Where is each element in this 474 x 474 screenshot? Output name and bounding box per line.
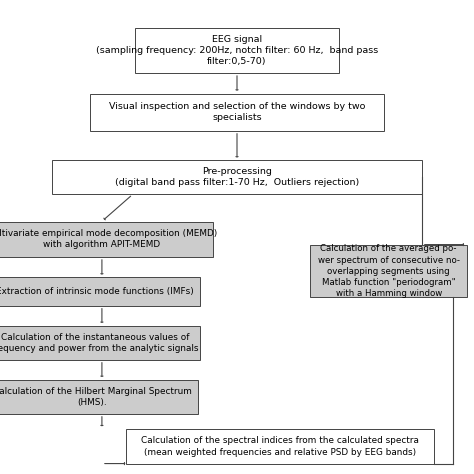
Text: Visual inspection and selection of the windows by two
specialists: Visual inspection and selection of the w… <box>109 102 365 122</box>
Text: Calculation of the instantaneous values of
frequency and power from the analytic: Calculation of the instantaneous values … <box>0 333 199 353</box>
FancyBboxPatch shape <box>135 28 339 73</box>
FancyBboxPatch shape <box>126 429 434 464</box>
Text: Calculation of the spectral indices from the calculated spectra
(mean weighted f: Calculation of the spectral indices from… <box>141 437 419 456</box>
FancyBboxPatch shape <box>0 326 200 360</box>
FancyBboxPatch shape <box>90 94 384 131</box>
FancyBboxPatch shape <box>52 160 422 194</box>
FancyBboxPatch shape <box>310 245 467 297</box>
Text: Multivariate empirical mode decomposition (MEMD)
with algorithm APIT-MEMD: Multivariate empirical mode decompositio… <box>0 229 218 249</box>
Text: Calculation of the Hilbert Marginal Spectrum
(HMS).: Calculation of the Hilbert Marginal Spec… <box>0 387 192 407</box>
Text: EEG signal
(sampling frequency: 200Hz, notch filter: 60 Hz,  band pass
filter:0,: EEG signal (sampling frequency: 200Hz, n… <box>96 35 378 66</box>
Text: Pre-processing
(digital band pass filter:1-70 Hz,  Outliers rejection): Pre-processing (digital band pass filter… <box>115 167 359 187</box>
FancyBboxPatch shape <box>0 277 200 306</box>
FancyBboxPatch shape <box>0 222 213 257</box>
Text: Calculation of the averaged po-
wer spectrum of consecutive no-
overlapping segm: Calculation of the averaged po- wer spec… <box>318 245 460 298</box>
FancyBboxPatch shape <box>0 380 198 414</box>
Text: Extraction of intrinsic mode functions (IMFs): Extraction of intrinsic mode functions (… <box>0 287 194 296</box>
